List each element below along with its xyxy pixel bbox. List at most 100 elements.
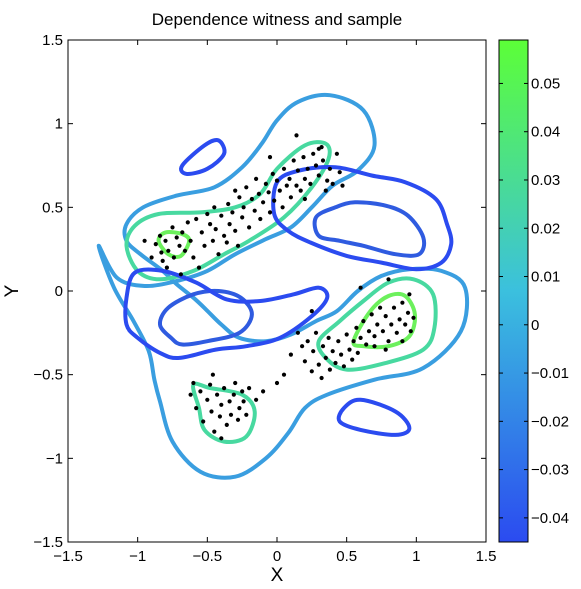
sample-point — [316, 146, 321, 151]
sample-point — [408, 329, 413, 334]
x-tick-label: −1 — [129, 548, 146, 565]
sample-point — [160, 258, 165, 263]
sample-point — [188, 238, 193, 243]
sample-point — [277, 188, 282, 193]
sample-point — [344, 332, 349, 337]
sample-point — [308, 181, 313, 186]
sample-point — [391, 305, 397, 310]
plot-area — [68, 40, 486, 542]
sample-point — [320, 158, 326, 163]
sample-point — [380, 329, 385, 334]
sample-point — [228, 412, 234, 417]
sample-point — [294, 133, 299, 138]
sample-point — [201, 419, 206, 424]
sample-point — [202, 243, 207, 248]
sample-point — [263, 181, 268, 186]
sample-point — [256, 191, 261, 196]
sample-point — [164, 265, 169, 270]
sample-point — [208, 222, 213, 227]
y-tick-label: 0 — [55, 283, 63, 300]
sample-point — [358, 335, 363, 340]
sample-point — [284, 183, 289, 188]
sample-point — [311, 151, 316, 156]
sample-point — [233, 188, 238, 193]
sample-point — [267, 155, 273, 160]
sample-point — [199, 230, 204, 235]
sample-point — [258, 216, 263, 222]
colorbar-tick-label: 0.03 — [531, 172, 560, 189]
sample-point — [274, 178, 280, 183]
sample-point — [233, 380, 238, 386]
sample-point — [208, 382, 213, 387]
sample-point — [180, 230, 185, 235]
x-tick-label: −1.5 — [53, 548, 83, 565]
sample-point — [224, 240, 229, 245]
sample-point — [196, 265, 202, 270]
sample-point — [327, 166, 332, 171]
sample-point — [361, 319, 366, 324]
sample-point — [213, 227, 218, 232]
sample-point — [288, 352, 293, 357]
y-axis-ticks: −1.5 −1 −0.5 0 0.5 1 1.5 — [33, 32, 486, 551]
sample-point — [333, 360, 338, 366]
sample-point — [347, 347, 352, 352]
sample-point — [237, 195, 242, 200]
sample-point — [235, 417, 241, 422]
sample-point — [142, 238, 147, 243]
y-tick-label: 1.5 — [42, 32, 63, 49]
sample-point — [274, 380, 280, 386]
y-tick-label: −1 — [46, 450, 63, 467]
sample-point — [302, 176, 307, 181]
sample-point — [237, 406, 242, 411]
sample-point — [227, 222, 232, 227]
sample-point — [323, 188, 328, 193]
sample-point — [215, 392, 220, 397]
contour-line-6 — [157, 288, 254, 347]
sample-point — [247, 225, 252, 230]
sample-point — [407, 292, 412, 297]
sample-point — [319, 375, 324, 381]
x-tick-label: 0 — [273, 548, 281, 565]
sample-point — [149, 255, 154, 260]
sample-point — [191, 380, 196, 386]
sample-point — [212, 429, 217, 434]
colorbar-tick-label: −0.02 — [531, 413, 569, 430]
sample-point — [288, 195, 293, 200]
sample-point — [171, 255, 176, 260]
sample-point — [241, 205, 246, 210]
sample-point — [240, 215, 245, 220]
sample-point — [188, 392, 193, 397]
sample-point — [217, 414, 222, 419]
y-tick-label: −0.5 — [33, 367, 63, 384]
contour-line-1 — [124, 140, 332, 282]
sample-point — [372, 334, 377, 339]
sample-point — [301, 155, 306, 160]
sample-point — [334, 151, 339, 156]
sample-point — [330, 181, 335, 186]
sample-point — [226, 201, 231, 207]
sample-point — [309, 309, 314, 314]
sample-point — [194, 406, 199, 411]
contour-line-5 — [351, 291, 418, 350]
sample-point — [305, 166, 310, 171]
colorbar-tick-label: −0.01 — [531, 365, 569, 382]
sample-point — [302, 359, 307, 364]
sample-point — [267, 210, 273, 215]
sample-point — [153, 242, 158, 247]
sample-point — [209, 409, 214, 414]
sample-point — [254, 176, 259, 181]
sample-point — [316, 173, 321, 178]
sample-point — [291, 158, 296, 163]
sample-point — [305, 339, 310, 344]
sample-point — [386, 339, 391, 344]
sample-point — [405, 310, 411, 315]
sample-point — [170, 225, 175, 230]
colorbar-tick-label: −0.04 — [531, 510, 569, 527]
sample-point — [249, 196, 254, 202]
sample-point — [178, 272, 183, 277]
sample-point — [210, 372, 215, 377]
y-tick-label: −1.5 — [33, 534, 63, 551]
sample-point — [341, 364, 346, 369]
sample-point — [327, 367, 332, 372]
sample-point — [240, 389, 245, 394]
